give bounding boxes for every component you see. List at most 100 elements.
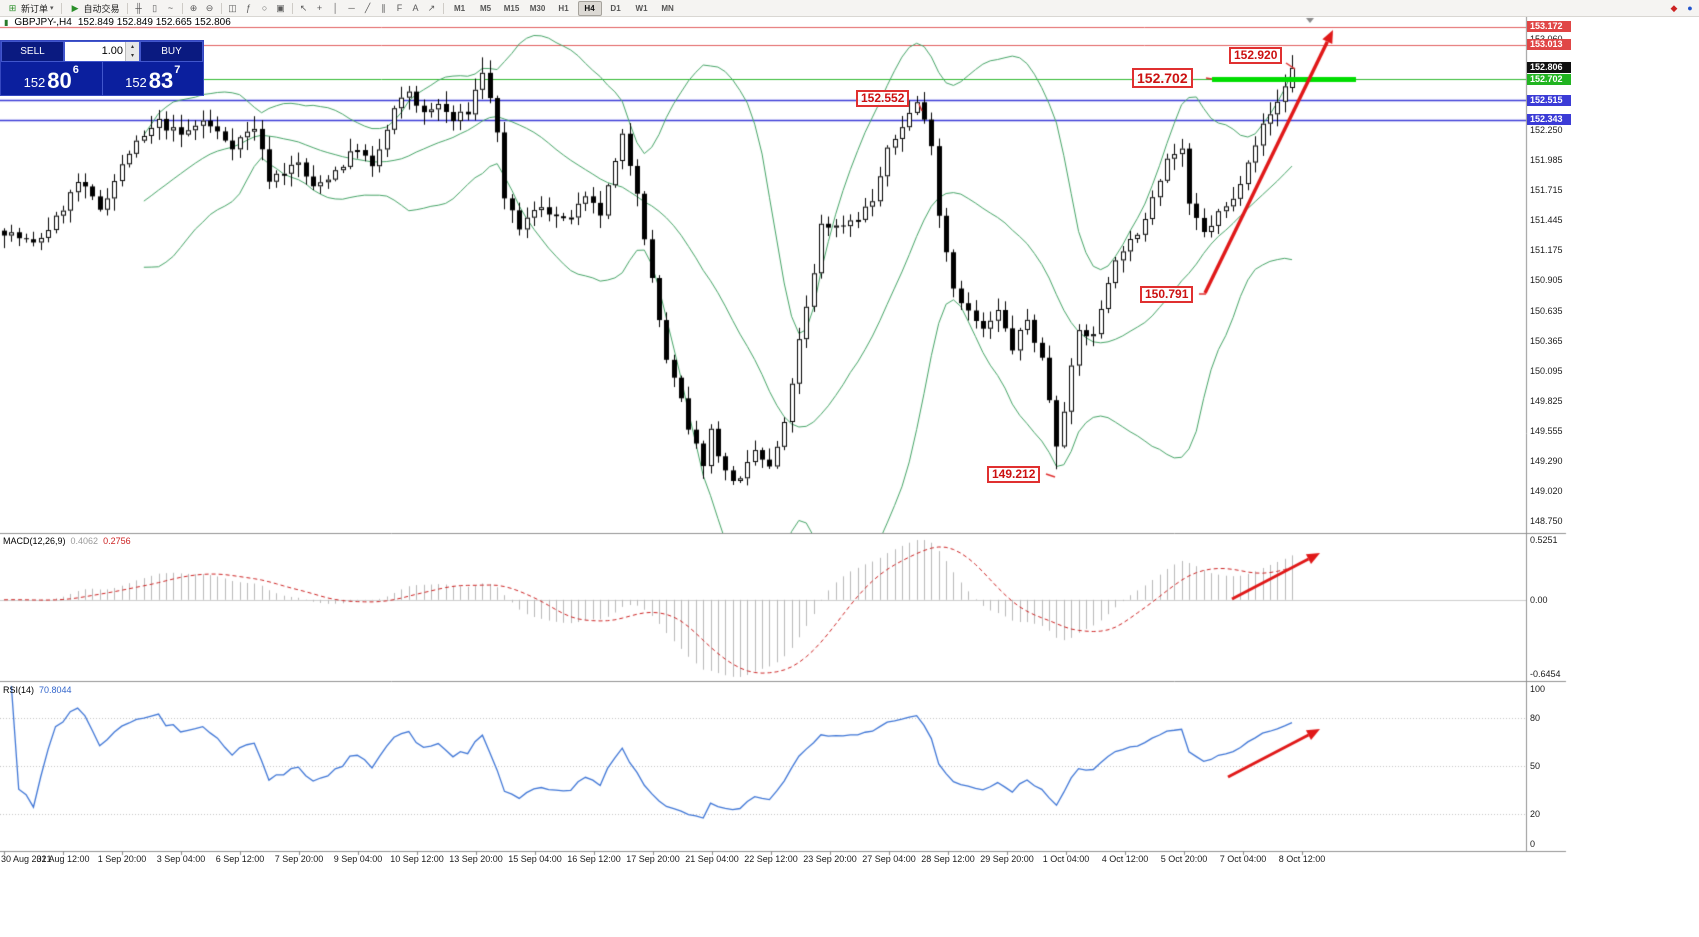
price-axis[interactable]: 153.060152.250151.985151.715151.445151.1… (1527, 16, 1587, 851)
time-label: 1 Sep 20:00 (97, 854, 147, 864)
macd-signal-value: 0.2756 (103, 536, 131, 546)
timeframe-d1-button[interactable]: D1 (610, 3, 621, 13)
toolbar-separator (126, 2, 128, 14)
line-chart-icon: ~ (167, 3, 174, 13)
text-button[interactable]: A (408, 1, 424, 15)
timeframe-w1-button[interactable]: W1 (635, 3, 648, 13)
new-order-button-label: 新订单 (21, 3, 49, 14)
price-tag: 152.702 (1527, 74, 1571, 85)
time-label: 30 Aug 2021 (1, 854, 52, 864)
indicators-button[interactable]: ƒ (241, 1, 257, 15)
community-button[interactable]: ● (1682, 1, 1698, 15)
tile-windows-button[interactable]: ◫ (225, 1, 241, 15)
fibonacci-icon: F (396, 3, 403, 13)
macd-value: 0.4062 (70, 536, 99, 546)
rsi-axis-label: 100 (1530, 684, 1546, 694)
timeframe-m5-button[interactable]: M5 (479, 3, 492, 13)
time-label: 28 Sep 12:00 (921, 854, 975, 864)
toolbar-right-group: ◆ ● (1666, 1, 1699, 15)
time-label: 6 Sep 12:00 (215, 854, 265, 864)
price-tick-label: 149.290 (1530, 456, 1563, 466)
zoom-out-button[interactable]: ⊖ (202, 1, 218, 15)
time-label: 7 Oct 04:00 (1219, 854, 1267, 864)
timeframe-m30-button[interactable]: M30 (529, 3, 546, 13)
time-label: 27 Sep 04:00 (862, 854, 916, 864)
zoom-in-icon: ⊕ (189, 2, 198, 13)
time-axis[interactable]: 30 Aug 2021 31 Aug 12:00 1 Sep 20:00 3 Sep … (0, 851, 1526, 867)
timeframe-mn-button[interactable]: MN (661, 3, 674, 13)
price-tick-label: 152.250 (1530, 125, 1563, 135)
zoom-out-icon: ⊖ (205, 2, 214, 13)
bar-chart-button[interactable]: ╫ (131, 1, 147, 15)
price-tag: 153.013 (1527, 39, 1571, 50)
price-tick-label: 150.365 (1530, 336, 1563, 346)
price-tick-label: 149.555 (1530, 426, 1563, 436)
zoom-in-button[interactable]: ⊕ (186, 1, 202, 15)
time-label: 17 Sep 20:00 (626, 854, 680, 864)
autotrading-icon: ▶ (71, 2, 79, 13)
timeframe-m15-button[interactable]: M15 (503, 3, 520, 13)
volume-value[interactable]: 1.00 (101, 45, 123, 57)
cursor-icon: ↖ (299, 2, 308, 13)
sell-price-sup: 6 (72, 64, 79, 76)
alerts-button[interactable]: ◆ (1666, 1, 1682, 15)
templates-button[interactable]: ▣ (273, 1, 289, 15)
sell-price[interactable]: 152 80 6 (1, 62, 102, 95)
new-order-button[interactable]: ⊞ 新订单 ▾ (2, 1, 58, 15)
timeframe-h4-button[interactable]: H4 (577, 0, 602, 16)
candlestick-chart-button[interactable]: ▯ (147, 1, 163, 15)
horizontal-line-button[interactable]: ─ (344, 1, 360, 15)
price-tick-label: 150.635 (1530, 306, 1563, 316)
price-tick-label: 150.905 (1530, 275, 1563, 285)
price-tag: 153.172 (1527, 21, 1571, 32)
main-toolbar: ⊞ 新订单 ▾ ▶ 自动交易 ╫ ▯ ~ ⊕ ⊖ ◫ ƒ ○ ▣ ↖ + │ ─ ╱ ∥ F A ↗ M1 M5 M15 M30 H1… (0, 0, 1699, 17)
tile-windows-icon: ◫ (228, 2, 237, 13)
sell-button[interactable]: SELL (1, 41, 64, 62)
periods-button[interactable]: ○ (257, 1, 273, 15)
chart-title: ▮ GBPJPY-,H4 152.849 152.849 152.665 152… (4, 17, 231, 28)
caret-down-icon: ▾ (50, 5, 54, 12)
crosshair-icon: + (316, 3, 323, 13)
cursor-button[interactable]: ↖ (296, 1, 312, 15)
toolbar-separator (220, 2, 222, 14)
rsi-axis-label: 80 (1530, 713, 1541, 723)
timeframe-m1-button[interactable]: M1 (453, 3, 466, 13)
time-label: 8 Oct 12:00 (1278, 854, 1326, 864)
time-label: 10 Sep 12:00 (390, 854, 444, 864)
autotrading-button[interactable]: ▶ 自动交易 (65, 1, 124, 15)
volume-spinner: ▴ ▾ (125, 42, 139, 61)
volume-up-button[interactable]: ▴ (130, 43, 134, 50)
line-chart-button[interactable]: ~ (163, 1, 179, 15)
toolbar-left-group: ⊞ 新订单 ▾ ▶ 自动交易 ╫ ▯ ~ ⊕ ⊖ ◫ ƒ ○ ▣ ↖ + │ ─ ╱ ∥ F A ↗ M1 M5 M15 M30 H1… (2, 0, 681, 16)
volume-down-button[interactable]: ▾ (130, 53, 134, 60)
vertical-line-icon: │ (332, 3, 339, 13)
buy-price-prefix: 152 (125, 75, 147, 90)
trendline-button[interactable]: ╱ (360, 1, 376, 15)
one-click-trading-panel: SELL 1.00 ▴ ▾ BUY 152 80 6 152 83 7 (0, 40, 204, 96)
toolbar-separator (442, 2, 444, 14)
bar-chart-icon: ╫ (135, 3, 142, 13)
price-tick-label: 151.985 (1530, 155, 1563, 165)
vertical-line-button[interactable]: │ (328, 1, 344, 15)
price-tick-label: 151.445 (1530, 215, 1563, 225)
sell-price-big: 80 (47, 68, 72, 93)
channel-icon: ∥ (381, 2, 386, 13)
time-label: 23 Sep 20:00 (803, 854, 857, 864)
volume-stepper[interactable]: 1.00 ▴ ▾ (64, 41, 140, 62)
buy-price[interactable]: 152 83 7 (103, 62, 204, 95)
timeframe-h1-button[interactable]: H1 (558, 3, 569, 13)
arrows-button[interactable]: ↗ (424, 1, 440, 15)
price-tick-label: 149.825 (1530, 396, 1563, 406)
sell-price-prefix: 152 (23, 75, 46, 90)
buy-button[interactable]: BUY (140, 41, 203, 62)
autotrading-button-label: 自动交易 (83, 3, 120, 14)
fibonacci-button[interactable]: F (392, 1, 408, 15)
crosshair-button[interactable]: + (312, 1, 328, 15)
time-label: 16 Sep 12:00 (567, 854, 621, 864)
price-tag: 152.806 (1527, 62, 1571, 73)
macd-axis-zero-label: 0.00 (1530, 595, 1548, 605)
chart-symbol-icon: ▮ (4, 18, 9, 27)
channel-button[interactable]: ∥ (376, 1, 392, 15)
time-label: 1 Oct 04:00 (1042, 854, 1090, 864)
